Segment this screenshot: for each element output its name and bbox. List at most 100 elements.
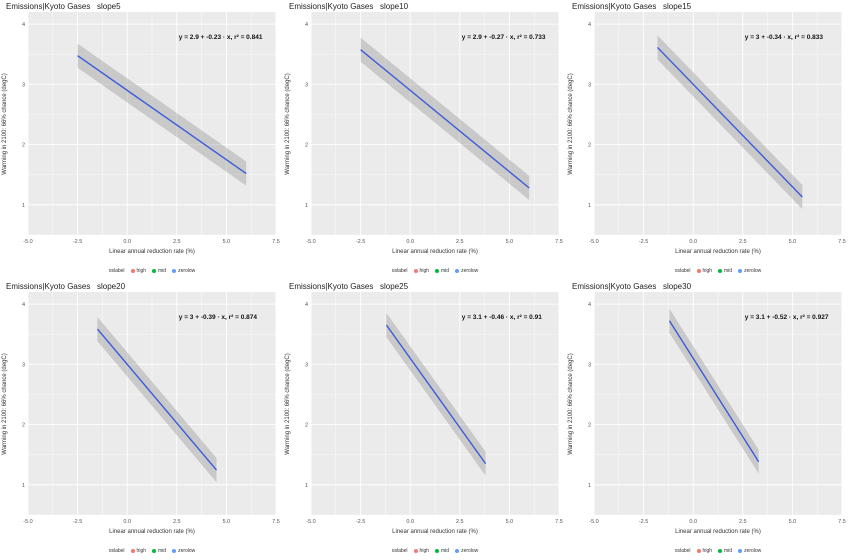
legend-dot-icon xyxy=(435,549,439,553)
legend-dot-icon xyxy=(152,549,156,553)
y-tick-label: 1 xyxy=(22,203,25,209)
x-tick-label: 7.5 xyxy=(555,239,563,245)
legend-item-high: high xyxy=(130,548,146,554)
y-tick-label: 4 xyxy=(305,22,308,28)
chart-svg: y = 2.9 + -0.27 · x, r² = 0.733 -5.0 -2.5 0… xyxy=(305,12,563,245)
x-axis-label: Linear annual reduction rate (%) xyxy=(109,529,195,535)
x-axis-label: Linear annual reduction rate (%) xyxy=(392,249,478,255)
legend: oslabel high mid zerolow xyxy=(311,546,559,556)
regression-line xyxy=(385,324,487,465)
x-tick-label: 0.0 xyxy=(689,239,697,245)
x-tick-label: -5.0 xyxy=(23,239,32,245)
y-tick-label: 2 xyxy=(588,143,591,149)
x-tick-label: 0.0 xyxy=(123,519,131,525)
y-axis-label: Warming in 2100: 66% chance (degC) xyxy=(2,73,8,175)
chart-panel-slope30: Emissions|Kyoto Gases slope30 Warming in… xyxy=(566,280,849,560)
legend-item-zerolow: zerolow xyxy=(172,268,195,274)
x-axis-label: Linear annual reduction rate (%) xyxy=(109,249,195,255)
x-axis-label: Linear annual reduction rate (%) xyxy=(392,529,478,535)
legend-dot-icon xyxy=(152,269,156,273)
x-tick-label: 2.5 xyxy=(456,239,464,245)
legend-item-high: high xyxy=(413,548,429,554)
legend-item-high: high xyxy=(413,268,429,274)
x-tick-label: 0.0 xyxy=(406,239,414,245)
equation-label: y = 3 + -0.39 · x, r² = 0.874 xyxy=(179,314,258,321)
legend-title: oslabel xyxy=(391,548,408,554)
chart-title: Emissions|Kyoto Gases slope25 xyxy=(289,282,409,291)
x-tick-label: 7.5 xyxy=(272,519,280,525)
x-tick-label: 7.5 xyxy=(555,519,563,525)
chart-svg: y = 3 + -0.39 · x, r² = 0.874 -5.0 -2.5 0.0… xyxy=(22,292,280,525)
y-tick-label: 3 xyxy=(22,362,25,368)
x-tick-label: -5.0 xyxy=(306,519,315,525)
x-axis-label: Linear annual reduction rate (%) xyxy=(675,529,761,535)
legend-dot-icon xyxy=(696,269,701,273)
y-tick-label: 3 xyxy=(588,82,591,88)
y-tick-label: 4 xyxy=(588,22,591,28)
legend-dot-icon xyxy=(455,269,460,273)
chart-panel-slope5: Emissions|Kyoto Gases slope5 Warming in … xyxy=(0,0,283,280)
x-tick-label: 5.0 xyxy=(789,519,797,525)
y-axis-label: Warming in 2100: 66% chance (degC) xyxy=(285,353,291,455)
chart-panel-slope10: Emissions|Kyoto Gases slope10 Warming in… xyxy=(283,0,566,280)
x-tick-label: 0.0 xyxy=(123,239,131,245)
x-tick-label: 2.5 xyxy=(739,519,747,525)
legend-title: oslabel xyxy=(674,268,691,274)
plot-area: y = 2.9 + -0.23 · x, r² = 0.841 -5.0 -2.5 0… xyxy=(22,12,280,245)
y-tick-label: 1 xyxy=(22,483,25,489)
x-tick-label: -5.0 xyxy=(589,239,598,245)
y-tick-label: 1 xyxy=(305,203,308,209)
chart-title: Emissions|Kyoto Gases slope5 xyxy=(6,2,121,11)
y-tick-label: 2 xyxy=(588,423,591,429)
x-tick-label: -5.0 xyxy=(23,519,32,525)
plot-area: y = 3.1 + -0.52 · x, r² = 0.927 -5.0 -2.5 0… xyxy=(588,292,846,525)
legend-item-mid: mid xyxy=(718,268,732,274)
x-tick-label: 2.5 xyxy=(456,519,464,525)
y-tick-label: 4 xyxy=(305,302,308,308)
chart-panel-slope15: Emissions|Kyoto Gases slope15 Warming in… xyxy=(566,0,849,280)
legend-item-zerolow: zerolow xyxy=(455,548,478,554)
legend-dot-icon xyxy=(455,549,460,553)
y-tick-label: 1 xyxy=(588,483,591,489)
legend-dot-icon xyxy=(413,269,418,273)
y-axis-label: Warming in 2100: 66% chance (degC) xyxy=(568,353,574,455)
x-tick-label: -2.5 xyxy=(356,519,365,525)
legend-item-high: high xyxy=(696,548,712,554)
legend-item-mid: mid xyxy=(152,268,166,274)
regression-line xyxy=(656,46,803,198)
legend-item-zerolow: zerolow xyxy=(738,268,761,274)
regression-line xyxy=(77,55,247,175)
x-tick-label: 5.0 xyxy=(506,239,514,245)
chart-panel-slope25: Emissions|Kyoto Gases slope25 Warming in… xyxy=(283,280,566,560)
x-tick-label: 0.0 xyxy=(406,519,414,525)
y-tick-label: 3 xyxy=(22,82,25,88)
legend-dot-icon xyxy=(413,549,418,553)
y-tick-label: 2 xyxy=(305,143,308,149)
legend-dot-icon xyxy=(696,549,701,553)
legend: oslabel high mid zerolow xyxy=(28,546,276,556)
y-tick-label: 2 xyxy=(22,143,25,149)
legend-dot-icon xyxy=(130,549,135,553)
legend-title: oslabel xyxy=(674,548,691,554)
y-tick-label: 3 xyxy=(588,362,591,368)
regression-line xyxy=(96,328,218,471)
legend-dot-icon xyxy=(718,549,722,553)
legend-item-zerolow: zerolow xyxy=(455,268,478,274)
x-tick-label: 2.5 xyxy=(173,239,181,245)
legend-dot-icon xyxy=(172,549,177,553)
chart-svg: y = 3.1 + -0.46 · x, r² = 0.91 -5.0 -2.5 0.… xyxy=(305,292,563,525)
x-tick-label: 5.0 xyxy=(506,519,514,525)
regression-line xyxy=(668,320,760,463)
y-axis-label: Warming in 2100: 66% chance (degC) xyxy=(2,353,8,455)
legend-item-zerolow: zerolow xyxy=(738,548,761,554)
legend-dot-icon xyxy=(435,269,439,273)
equation-label: y = 3.1 + -0.52 · x, r² = 0.927 xyxy=(745,314,829,321)
plot-area: y = 3.1 + -0.46 · x, r² = 0.91 -5.0 -2.5 0.… xyxy=(305,292,563,525)
x-axis-label: Linear annual reduction rate (%) xyxy=(675,249,761,255)
legend: oslabel high mid zerolow xyxy=(594,266,842,276)
y-tick-label: 2 xyxy=(22,423,25,429)
legend-title: oslabel xyxy=(391,268,408,274)
x-tick-label: 0.0 xyxy=(689,519,697,525)
x-tick-label: 5.0 xyxy=(223,239,231,245)
legend-dot-icon xyxy=(172,269,177,273)
